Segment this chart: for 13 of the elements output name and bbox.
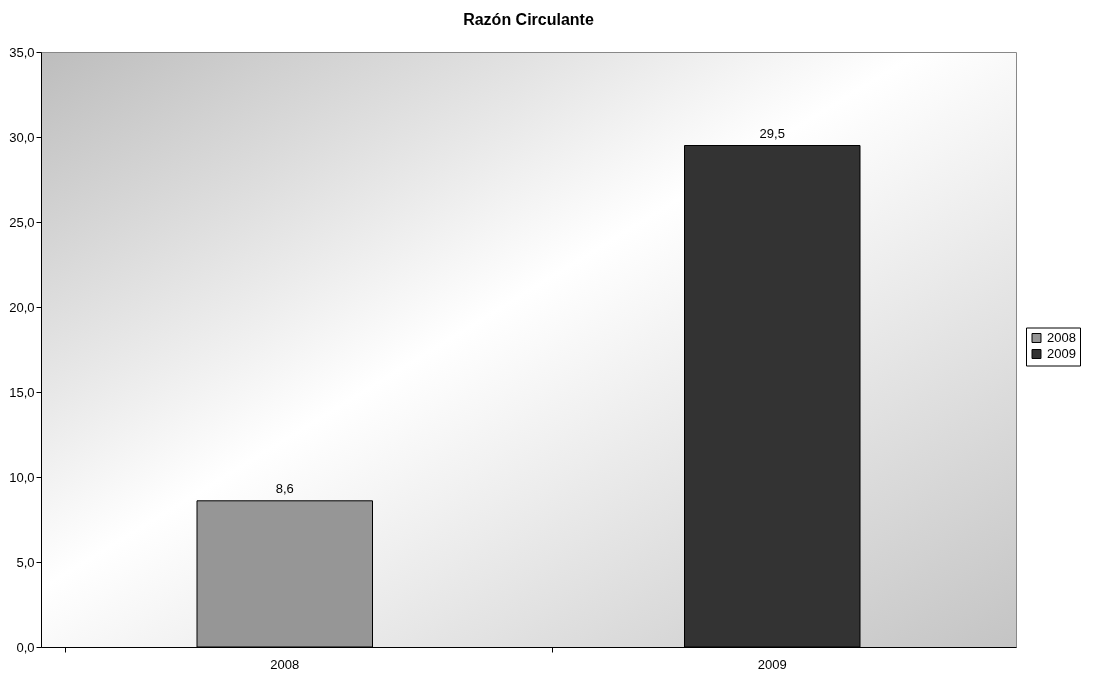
y-tick-label: 15,0 <box>9 384 35 400</box>
legend-label: 2009 <box>1047 346 1076 361</box>
y-tick-label: 5,0 <box>16 554 35 570</box>
y-tick-label: 20,0 <box>9 299 35 315</box>
y-tick-label: 25,0 <box>9 214 35 230</box>
data-label: 8,6 <box>275 480 294 496</box>
chart-title: Razón Circulante <box>463 11 594 28</box>
data-label: 29,5 <box>759 125 785 141</box>
y-tick-label: 10,0 <box>9 469 35 485</box>
y-tick-label: 30,0 <box>9 129 35 145</box>
y-tick-label: 0,0 <box>16 639 35 655</box>
legend-label: 2008 <box>1047 330 1076 345</box>
y-tick-label: 35,0 <box>9 44 35 60</box>
